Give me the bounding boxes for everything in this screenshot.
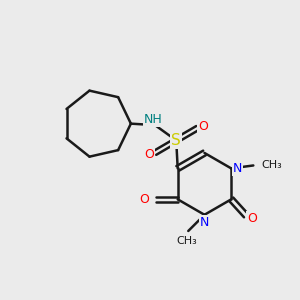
Text: N: N bbox=[233, 162, 242, 175]
Text: N: N bbox=[200, 216, 209, 229]
Text: CH₃: CH₃ bbox=[262, 160, 282, 170]
Text: CH₃: CH₃ bbox=[176, 236, 197, 246]
Text: O: O bbox=[144, 148, 154, 161]
Text: O: O bbox=[247, 212, 257, 225]
Text: NH: NH bbox=[144, 113, 163, 126]
Text: O: O bbox=[139, 193, 149, 206]
Text: S: S bbox=[171, 133, 181, 148]
Text: O: O bbox=[198, 120, 208, 133]
